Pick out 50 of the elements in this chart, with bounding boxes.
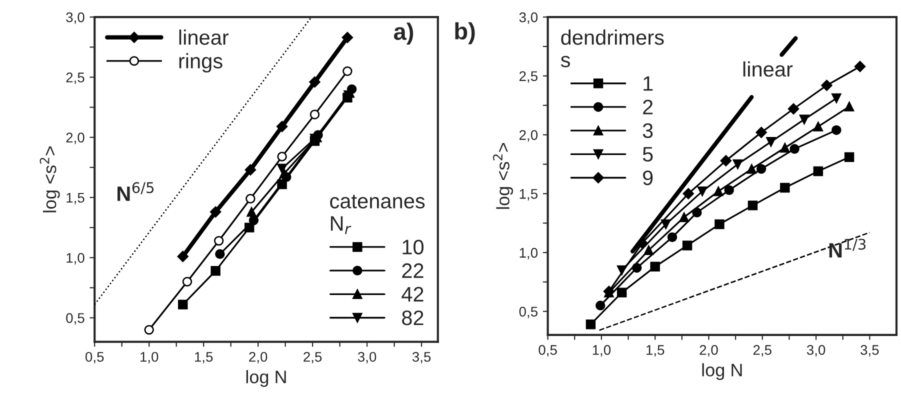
annotation: N$^{1/3}$ [829,238,866,258]
x-tick-label: 3,0 [358,352,376,364]
x-tick-label: 1,0 [592,345,611,357]
y-tick-label: 2,5 [66,72,84,84]
annotation: N$_{r}$ [330,216,352,234]
legend-title: catenanes [330,194,425,208]
x-tick-label: 2,0 [700,345,718,357]
x-tick-label: 0,5 [85,352,104,364]
legend-label: 1 [644,76,653,91]
y-tick-label: 1,5 [520,189,538,200]
y-tick-label: 0,5 [66,313,84,325]
y-tick-label: 2,0 [66,132,84,144]
x-tick-label: 0,5 [538,345,557,357]
legend-label: linear [179,30,229,45]
legend-label: rings [179,53,222,73]
legend-label: 9 [643,170,653,186]
y-tick-label: 1,0 [520,248,538,260]
legend-title: dendrimers [561,30,664,45]
y-tick-label: 3,0 [66,12,84,24]
x-axis-title: log N [246,370,286,387]
annotation: s [560,56,570,68]
x-tick-label: 1,0 [140,352,158,364]
x-tick-label: 1,5 [646,345,664,357]
legend-label: 10 [402,240,424,254]
legend-label: 22 [402,263,424,278]
chart-title: b) [455,22,475,44]
x-tick-label: 2,5 [304,352,322,364]
legend-label: 5 [642,147,653,162]
x-tick-label: 1,5 [194,352,213,364]
x-axis-title: log N [702,363,742,380]
x-tick-label: 3,0 [806,345,826,357]
x-tick-label: 2,0 [249,352,268,364]
y-tick-label: 2,5 [519,71,538,83]
x-tick-label: 3,5 [412,352,431,364]
x-tick-label: 2,5 [753,345,772,357]
y-tick-label: 3,0 [519,12,538,24]
y-tick-label: 2,0 [519,130,538,142]
chart-title: a) [394,22,414,45]
y-tick-label: 1,0 [66,252,84,264]
annotation: linear [743,61,793,77]
legend-label: 82 [402,310,424,326]
y-axis-title: log <s$^{2}$> [493,142,514,209]
legend-label: 2 [643,100,653,114]
annotation: N$^{6/5}$ [118,182,154,201]
y-tick-label: 1,5 [66,192,84,204]
y-axis-title: log <s$^{2}$> [40,146,60,212]
legend-label: 3 [642,123,653,138]
x-tick-label: 3,5 [860,345,879,357]
legend-label: 42 [402,286,424,302]
y-tick-label: 0,5 [519,306,538,318]
